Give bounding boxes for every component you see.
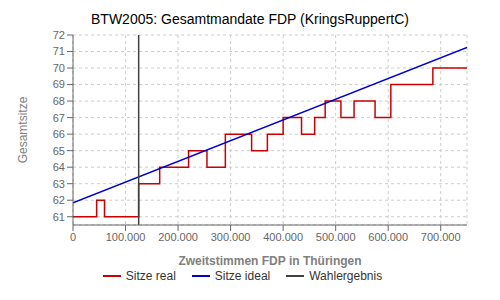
svg-text:71: 71: [53, 45, 65, 57]
svg-text:Gesamtsitze: Gesamtsitze: [16, 96, 30, 163]
svg-text:Zweitstimmen FDP in Thüringen: Zweitstimmen FDP in Thüringen: [178, 254, 361, 268]
svg-text:63: 63: [53, 178, 65, 190]
html-text:Sitze ideal: Sitze ideal: [214, 269, 271, 283]
svg-text:68: 68: [53, 95, 65, 107]
svg-text:61: 61: [53, 211, 65, 223]
html-text:BTW2005: Gesamtmandate FDP (Kr: BTW2005: Gesamtmandate FDP (KringsRupper…: [91, 11, 409, 27]
html-text:Sitze real: Sitze real: [125, 269, 176, 283]
svg-text:700.000: 700.000: [421, 231, 461, 243]
svg-text:64: 64: [53, 161, 65, 173]
svg-text:70: 70: [53, 62, 65, 74]
svg-text:67: 67: [53, 112, 65, 124]
svg-text:200.000: 200.000: [158, 231, 198, 243]
svg-text:65: 65: [53, 145, 65, 157]
html-text:Wahlergebnis: Wahlergebnis: [309, 269, 383, 283]
svg-text:62: 62: [53, 194, 65, 206]
svg-text:500.000: 500.000: [316, 231, 356, 243]
svg-text:72: 72: [53, 30, 65, 41]
svg-text:66: 66: [53, 128, 65, 140]
svg-text:300.000: 300.000: [211, 231, 251, 243]
svg-text:600.000: 600.000: [368, 231, 408, 243]
svg-text:400.000: 400.000: [263, 231, 303, 243]
svg-text:100.000: 100.000: [106, 231, 146, 243]
svg-text:69: 69: [53, 78, 65, 90]
svg-text:0: 0: [70, 231, 76, 243]
